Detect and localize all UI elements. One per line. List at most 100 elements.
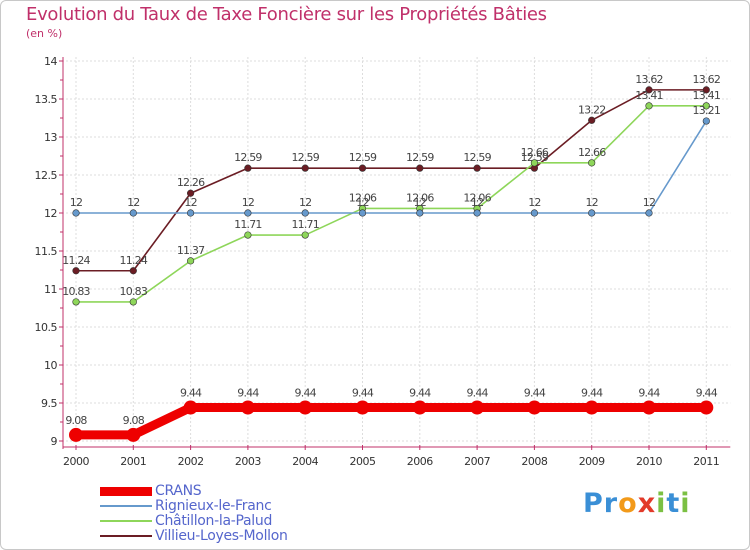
data-point [642, 400, 656, 415]
data-point [187, 257, 195, 265]
series-line [75, 120, 708, 214]
data-label: 9.08 [123, 414, 145, 427]
x-tick-label: 2011 [693, 455, 719, 468]
brand-letter: x [637, 488, 657, 519]
data-label: 9.44 [466, 387, 488, 400]
proxiti-logo: Proxiti [583, 488, 691, 519]
data-label: 9.44 [180, 387, 202, 400]
data-label: 11.71 [291, 218, 319, 231]
data-point [244, 164, 252, 172]
x-tick-label: 2002 [178, 455, 204, 468]
data-label: 13.41 [693, 89, 721, 102]
data-point [702, 102, 710, 110]
data-label: 11.71 [234, 218, 262, 231]
data-point [588, 209, 596, 217]
data-point [69, 427, 83, 442]
data-label: 12 [528, 196, 540, 209]
data-point [240, 400, 255, 415]
data-label: 9.44 [352, 387, 374, 400]
data-label: 12 [242, 196, 254, 209]
data-label: 12 [127, 196, 139, 209]
data-label: 12 [184, 196, 196, 209]
data-point [244, 209, 252, 217]
y-tick-label: 11 [44, 283, 57, 296]
x-tick-label: 2008 [521, 455, 547, 468]
series-line [75, 89, 708, 272]
y-tick-label: 10.5 [35, 321, 58, 334]
data-point [129, 267, 137, 275]
data-label: 12.59 [406, 151, 434, 164]
data-label: 11.24 [120, 254, 148, 267]
legend-label: Villieu-Loyes-Mollon [155, 528, 288, 544]
data-label: 12 [585, 196, 597, 209]
data-point [645, 86, 653, 94]
data-label: 12 [70, 196, 82, 209]
y-tick-label: 13 [44, 131, 57, 144]
data-point [298, 400, 313, 415]
legend-swatch [100, 520, 152, 522]
data-point [358, 164, 367, 172]
x-tick-label: 2007 [464, 455, 490, 468]
data-point [530, 159, 539, 167]
data-point [301, 231, 309, 239]
x-tick-label: 2000 [63, 455, 89, 468]
y-tick-label: 9 [51, 435, 58, 448]
data-point [72, 209, 80, 217]
data-label: 9.44 [295, 387, 317, 400]
data-label: 13.22 [578, 103, 606, 116]
data-point [699, 400, 714, 415]
data-point [129, 298, 137, 306]
series-line [71, 403, 711, 440]
data-point [129, 209, 137, 217]
x-tick-label: 2005 [350, 455, 376, 468]
data-label: 12.06 [406, 191, 434, 204]
legend-label: Châtillon-la-Palud [155, 513, 273, 529]
data-point [530, 209, 539, 217]
y-tick-label: 13.5 [35, 93, 58, 106]
data-point [416, 209, 424, 217]
x-tick-label: 2010 [636, 455, 662, 468]
x-tick-label: 2001 [120, 455, 146, 468]
data-point [412, 400, 427, 415]
data-label: 11.24 [62, 254, 90, 267]
data-point [588, 159, 596, 167]
data-point [702, 86, 710, 94]
data-label: 12.66 [521, 146, 549, 159]
data-point [645, 209, 653, 217]
brand-letter: i [656, 488, 667, 519]
data-point [584, 400, 599, 415]
y-tick-label: 14 [44, 55, 57, 68]
data-point [416, 164, 424, 172]
data-point [473, 209, 481, 217]
data-label: 9.44 [581, 387, 603, 400]
brand-letter: P [583, 488, 604, 519]
data-label: 12 [299, 196, 311, 209]
y-tick-label: 12.5 [35, 169, 58, 182]
data-point [301, 209, 309, 217]
data-label: 12.59 [234, 151, 262, 164]
data-label: 13.62 [693, 73, 721, 86]
brand-letter: t [666, 488, 681, 519]
data-point [470, 400, 485, 415]
legend-swatch [100, 487, 152, 496]
data-point [187, 209, 195, 217]
data-label: 9.44 [696, 387, 718, 400]
legend-label: Rignieux-le-Franc [155, 498, 272, 514]
data-label: 9.44 [524, 387, 546, 400]
y-tick-label: 10 [44, 359, 57, 372]
data-label: 12.59 [291, 151, 319, 164]
data-label: 10.83 [120, 285, 148, 298]
y-tick-label: 9.5 [41, 397, 57, 410]
brand-letter: i [680, 488, 691, 519]
x-tick-label: 2006 [407, 455, 433, 468]
legend-swatch [100, 505, 152, 507]
data-label: 12 [643, 196, 655, 209]
y-tick-label: 11.5 [35, 245, 58, 258]
data-point [473, 164, 481, 172]
data-label: 11.37 [177, 244, 205, 257]
x-tick-label: 2009 [579, 455, 605, 468]
data-point [187, 189, 195, 197]
data-point [244, 231, 252, 239]
